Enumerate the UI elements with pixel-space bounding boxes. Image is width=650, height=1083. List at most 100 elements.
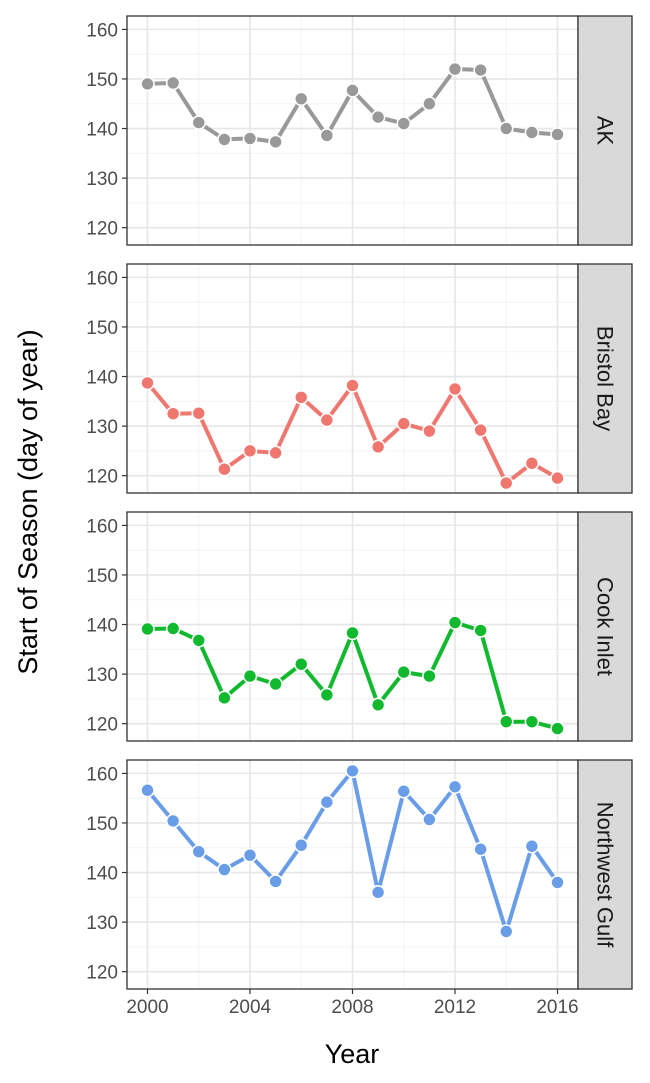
x-tick-label: 2008 [331, 997, 373, 1018]
data-point [370, 439, 386, 455]
data-point [293, 837, 309, 853]
data-point [165, 75, 181, 91]
data-point [242, 131, 258, 146]
y-tick-label: 130 [86, 169, 118, 190]
data-point [191, 405, 207, 421]
y-tick-label: 130 [86, 417, 118, 438]
data-point [498, 714, 514, 729]
data-point [550, 721, 565, 736]
data-point [165, 621, 181, 636]
data-point [191, 844, 207, 859]
data-point [396, 664, 412, 680]
data-point [524, 125, 540, 140]
data-point [319, 794, 335, 810]
data-point [140, 782, 155, 798]
data-point [447, 381, 463, 397]
x-axis-title: Year [325, 1039, 380, 1069]
data-point [447, 61, 463, 77]
y-tick-label: 130 [86, 913, 118, 934]
data-point [473, 841, 488, 857]
data-point [217, 461, 232, 477]
data-point [345, 763, 360, 779]
data-point [293, 656, 309, 672]
data-point [268, 445, 283, 461]
y-tick-label: 140 [86, 120, 118, 141]
x-tick-label: 2012 [434, 997, 476, 1018]
facet-panel: 120 130 140 150 160 Bristol Bay [86, 263, 633, 494]
data-point [268, 676, 283, 692]
data-point [498, 924, 514, 939]
y-tick-label: 160 [86, 20, 118, 41]
data-point [217, 132, 232, 147]
facet-strip [577, 15, 633, 246]
data-point [140, 375, 155, 391]
y-tick-label: 150 [86, 566, 118, 587]
x-tick-label: 2000 [126, 997, 168, 1018]
y-tick-label: 120 [86, 963, 118, 984]
x-tick-label: 2016 [536, 997, 578, 1018]
y-tick-label: 120 [86, 715, 118, 736]
y-tick-label: 150 [86, 318, 118, 339]
data-point [498, 475, 514, 491]
data-point [422, 668, 437, 684]
facet-strip-label: Bristol Bay [593, 326, 618, 431]
facet-panel: 120 130 140 150 160 Northwest Gulf [86, 759, 633, 990]
data-point [165, 813, 181, 829]
x-axis: 2000 2004 2008 2012 2016 [126, 989, 579, 1018]
data-point [473, 623, 488, 638]
data-point [319, 412, 335, 428]
data-point [345, 378, 360, 393]
facet-panel: 120 130 140 150 160 Cook Inlet [86, 511, 633, 742]
data-point [217, 690, 232, 706]
data-point [268, 874, 283, 889]
data-point [524, 714, 540, 729]
data-point [550, 127, 565, 142]
data-point [140, 621, 155, 637]
facet-panels: 120 130 140 150 160 AK 120 130 140 150 160 Bristol … [86, 15, 633, 990]
data-point [422, 423, 437, 439]
data-point [550, 875, 565, 890]
data-point [319, 687, 335, 703]
data-point [370, 885, 386, 900]
data-point [217, 862, 232, 877]
facet-strip [577, 759, 633, 990]
data-point [524, 838, 540, 854]
data-point [447, 779, 463, 795]
data-point [268, 134, 283, 150]
y-tick-label: 160 [86, 516, 118, 537]
facet-strip-label: Northwest Gulf [593, 802, 618, 948]
data-point [550, 470, 565, 486]
y-tick-label: 120 [86, 219, 118, 240]
data-point [191, 633, 207, 648]
y-tick-label: 140 [86, 864, 118, 885]
y-tick-label: 140 [86, 368, 118, 389]
y-tick-label: 130 [86, 665, 118, 686]
facet-strip-label: AK [593, 116, 618, 146]
data-point [293, 390, 309, 405]
data-point [396, 416, 412, 431]
facet-strip-label: Cook Inlet [593, 577, 618, 676]
data-point [473, 422, 488, 438]
data-point [242, 847, 258, 863]
data-point [370, 109, 386, 125]
data-point [242, 668, 258, 684]
data-point [473, 62, 488, 78]
data-point [524, 455, 540, 471]
data-point [191, 115, 207, 130]
data-point [447, 615, 463, 630]
facet-strip [577, 263, 633, 494]
data-point [293, 91, 309, 107]
data-point [422, 812, 437, 827]
y-tick-label: 120 [86, 467, 118, 488]
y-axis-title: Start of Season (day of year) [13, 329, 43, 674]
y-tick-label: 160 [86, 764, 118, 785]
data-point [165, 406, 181, 421]
data-point [370, 697, 386, 713]
y-tick-label: 150 [86, 70, 118, 91]
data-point [396, 116, 412, 131]
data-point [498, 121, 514, 136]
data-point [345, 625, 360, 641]
y-tick-label: 160 [86, 268, 118, 289]
data-point [396, 783, 412, 799]
